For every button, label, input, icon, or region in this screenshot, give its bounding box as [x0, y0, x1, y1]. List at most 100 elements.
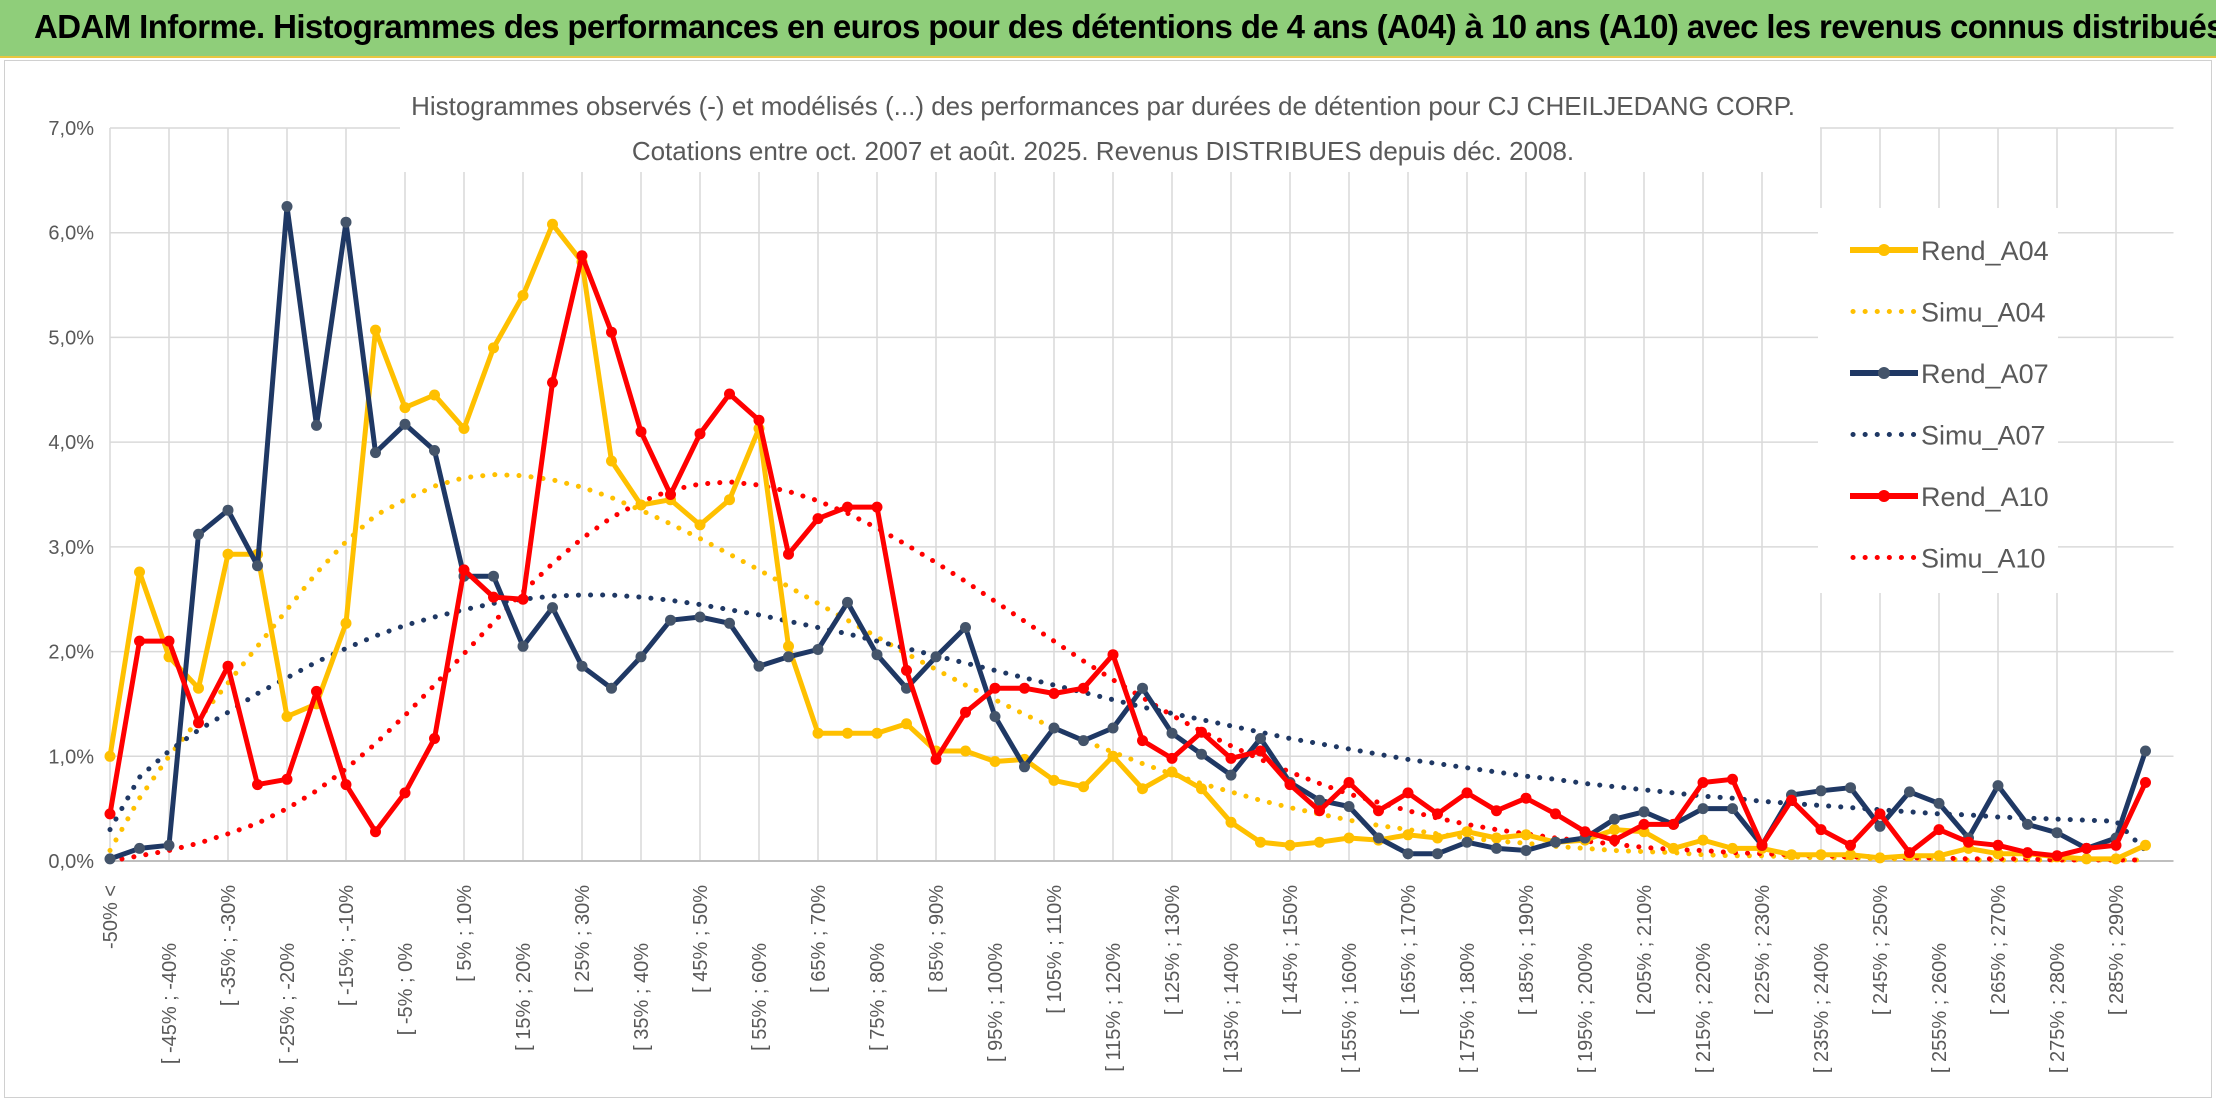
data-point — [1845, 782, 1856, 794]
data-point — [429, 445, 440, 456]
data-point — [1343, 801, 1355, 812]
data-point — [281, 201, 293, 212]
data-point — [134, 635, 145, 647]
data-point — [340, 216, 352, 228]
data-point — [635, 426, 647, 438]
data-point — [281, 711, 293, 722]
data-point — [1107, 722, 1119, 734]
data-point — [1432, 848, 1443, 860]
x-tick-label: [ 75% ; 80% — [867, 943, 889, 1051]
x-tick-label: [ 65% ; 70% — [808, 885, 830, 993]
y-tick-label: 2,0% — [48, 642, 94, 664]
legend-item: Simu_A10 — [1850, 544, 2046, 574]
chart-frame — [4, 60, 2212, 1098]
data-point — [1491, 842, 1502, 854]
data-point — [871, 649, 883, 661]
legend-item: Rend_A10 — [1850, 482, 2049, 512]
data-point — [2022, 818, 2033, 830]
x-tick-label: [ 215% ; 220% — [1693, 943, 1715, 1073]
x-tick-label: [ 245% ; 250% — [1870, 885, 1892, 1015]
x-tick-label: [ 105% ; 110% — [1044, 885, 1066, 1014]
data-point — [783, 640, 794, 652]
data-point — [1166, 727, 1178, 739]
data-point — [753, 414, 765, 426]
legend-item: Simu_A04 — [1850, 298, 2046, 328]
data-point — [665, 489, 676, 500]
data-point — [1638, 818, 1650, 830]
data-point — [1137, 783, 1148, 795]
data-point — [134, 566, 145, 578]
data-point — [753, 660, 765, 672]
data-point — [1461, 836, 1473, 848]
data-point — [1904, 847, 1915, 859]
legend-marker — [1878, 244, 1890, 256]
data-point — [1432, 808, 1443, 820]
data-point — [606, 682, 617, 694]
data-point — [222, 504, 234, 516]
legend-label: Rend_A07 — [1921, 359, 2049, 389]
data-point — [635, 499, 647, 511]
data-point — [252, 560, 263, 572]
x-tick-label: [ 265% ; 270% — [1988, 885, 2010, 1015]
data-point — [1402, 787, 1414, 799]
y-tick-label: 3,0% — [48, 537, 94, 559]
data-point — [1078, 682, 1089, 694]
data-point — [871, 727, 883, 739]
legend-marker — [1878, 490, 1890, 502]
data-point — [1845, 839, 1856, 851]
data-point — [1137, 735, 1148, 747]
data-point — [724, 388, 735, 400]
data-point — [163, 635, 175, 647]
data-point — [2140, 745, 2151, 757]
data-point — [1727, 803, 1738, 815]
x-tick-label: [ -35% ; -30% — [218, 885, 240, 1006]
y-tick-label: 6,0% — [48, 223, 94, 245]
data-point — [989, 682, 1001, 694]
data-point — [783, 548, 794, 560]
data-point — [547, 602, 558, 614]
legend-label: Rend_A10 — [1921, 482, 2049, 512]
x-tick-label: [ 165% ; 170% — [1398, 885, 1420, 1015]
data-point — [1609, 824, 1620, 836]
data-point — [665, 614, 676, 626]
data-point — [960, 745, 971, 757]
x-tick-label: [ 35% ; 40% — [631, 943, 653, 1051]
data-point — [1078, 735, 1089, 747]
data-point — [1461, 826, 1473, 838]
data-point — [1137, 682, 1148, 694]
data-point — [488, 570, 499, 582]
data-point — [576, 660, 588, 672]
x-tick-label: [ 115% ; 120% — [1103, 943, 1125, 1072]
data-point — [340, 779, 352, 791]
data-point — [2022, 847, 2033, 859]
data-point — [1314, 805, 1325, 817]
data-point — [1579, 826, 1591, 838]
data-point — [1786, 794, 1797, 806]
data-point — [1314, 836, 1325, 848]
data-point — [2140, 777, 2151, 788]
data-point — [1284, 839, 1296, 851]
data-point — [1491, 805, 1502, 817]
data-point — [1933, 824, 1945, 836]
data-point — [134, 842, 145, 854]
series-layer — [104, 201, 2151, 865]
data-point — [2051, 850, 2063, 862]
data-point — [517, 640, 529, 652]
y-tick-label: 5,0% — [48, 327, 94, 349]
data-point — [1491, 832, 1502, 844]
data-point — [1609, 813, 1620, 825]
x-tick-label: [ -5% ; 0% — [395, 943, 417, 1035]
data-point — [1638, 806, 1650, 818]
x-tick-label: [ -15% ; -10% — [336, 885, 358, 1006]
data-point — [1019, 682, 1030, 694]
data-point — [1697, 803, 1709, 815]
data-point — [576, 250, 588, 262]
data-point — [1668, 818, 1679, 830]
data-point — [871, 501, 883, 513]
data-point — [2110, 839, 2122, 851]
data-point — [1314, 794, 1325, 806]
data-point — [930, 753, 942, 765]
data-point — [2081, 842, 2092, 854]
data-point — [1992, 780, 2004, 792]
data-point — [252, 779, 263, 791]
